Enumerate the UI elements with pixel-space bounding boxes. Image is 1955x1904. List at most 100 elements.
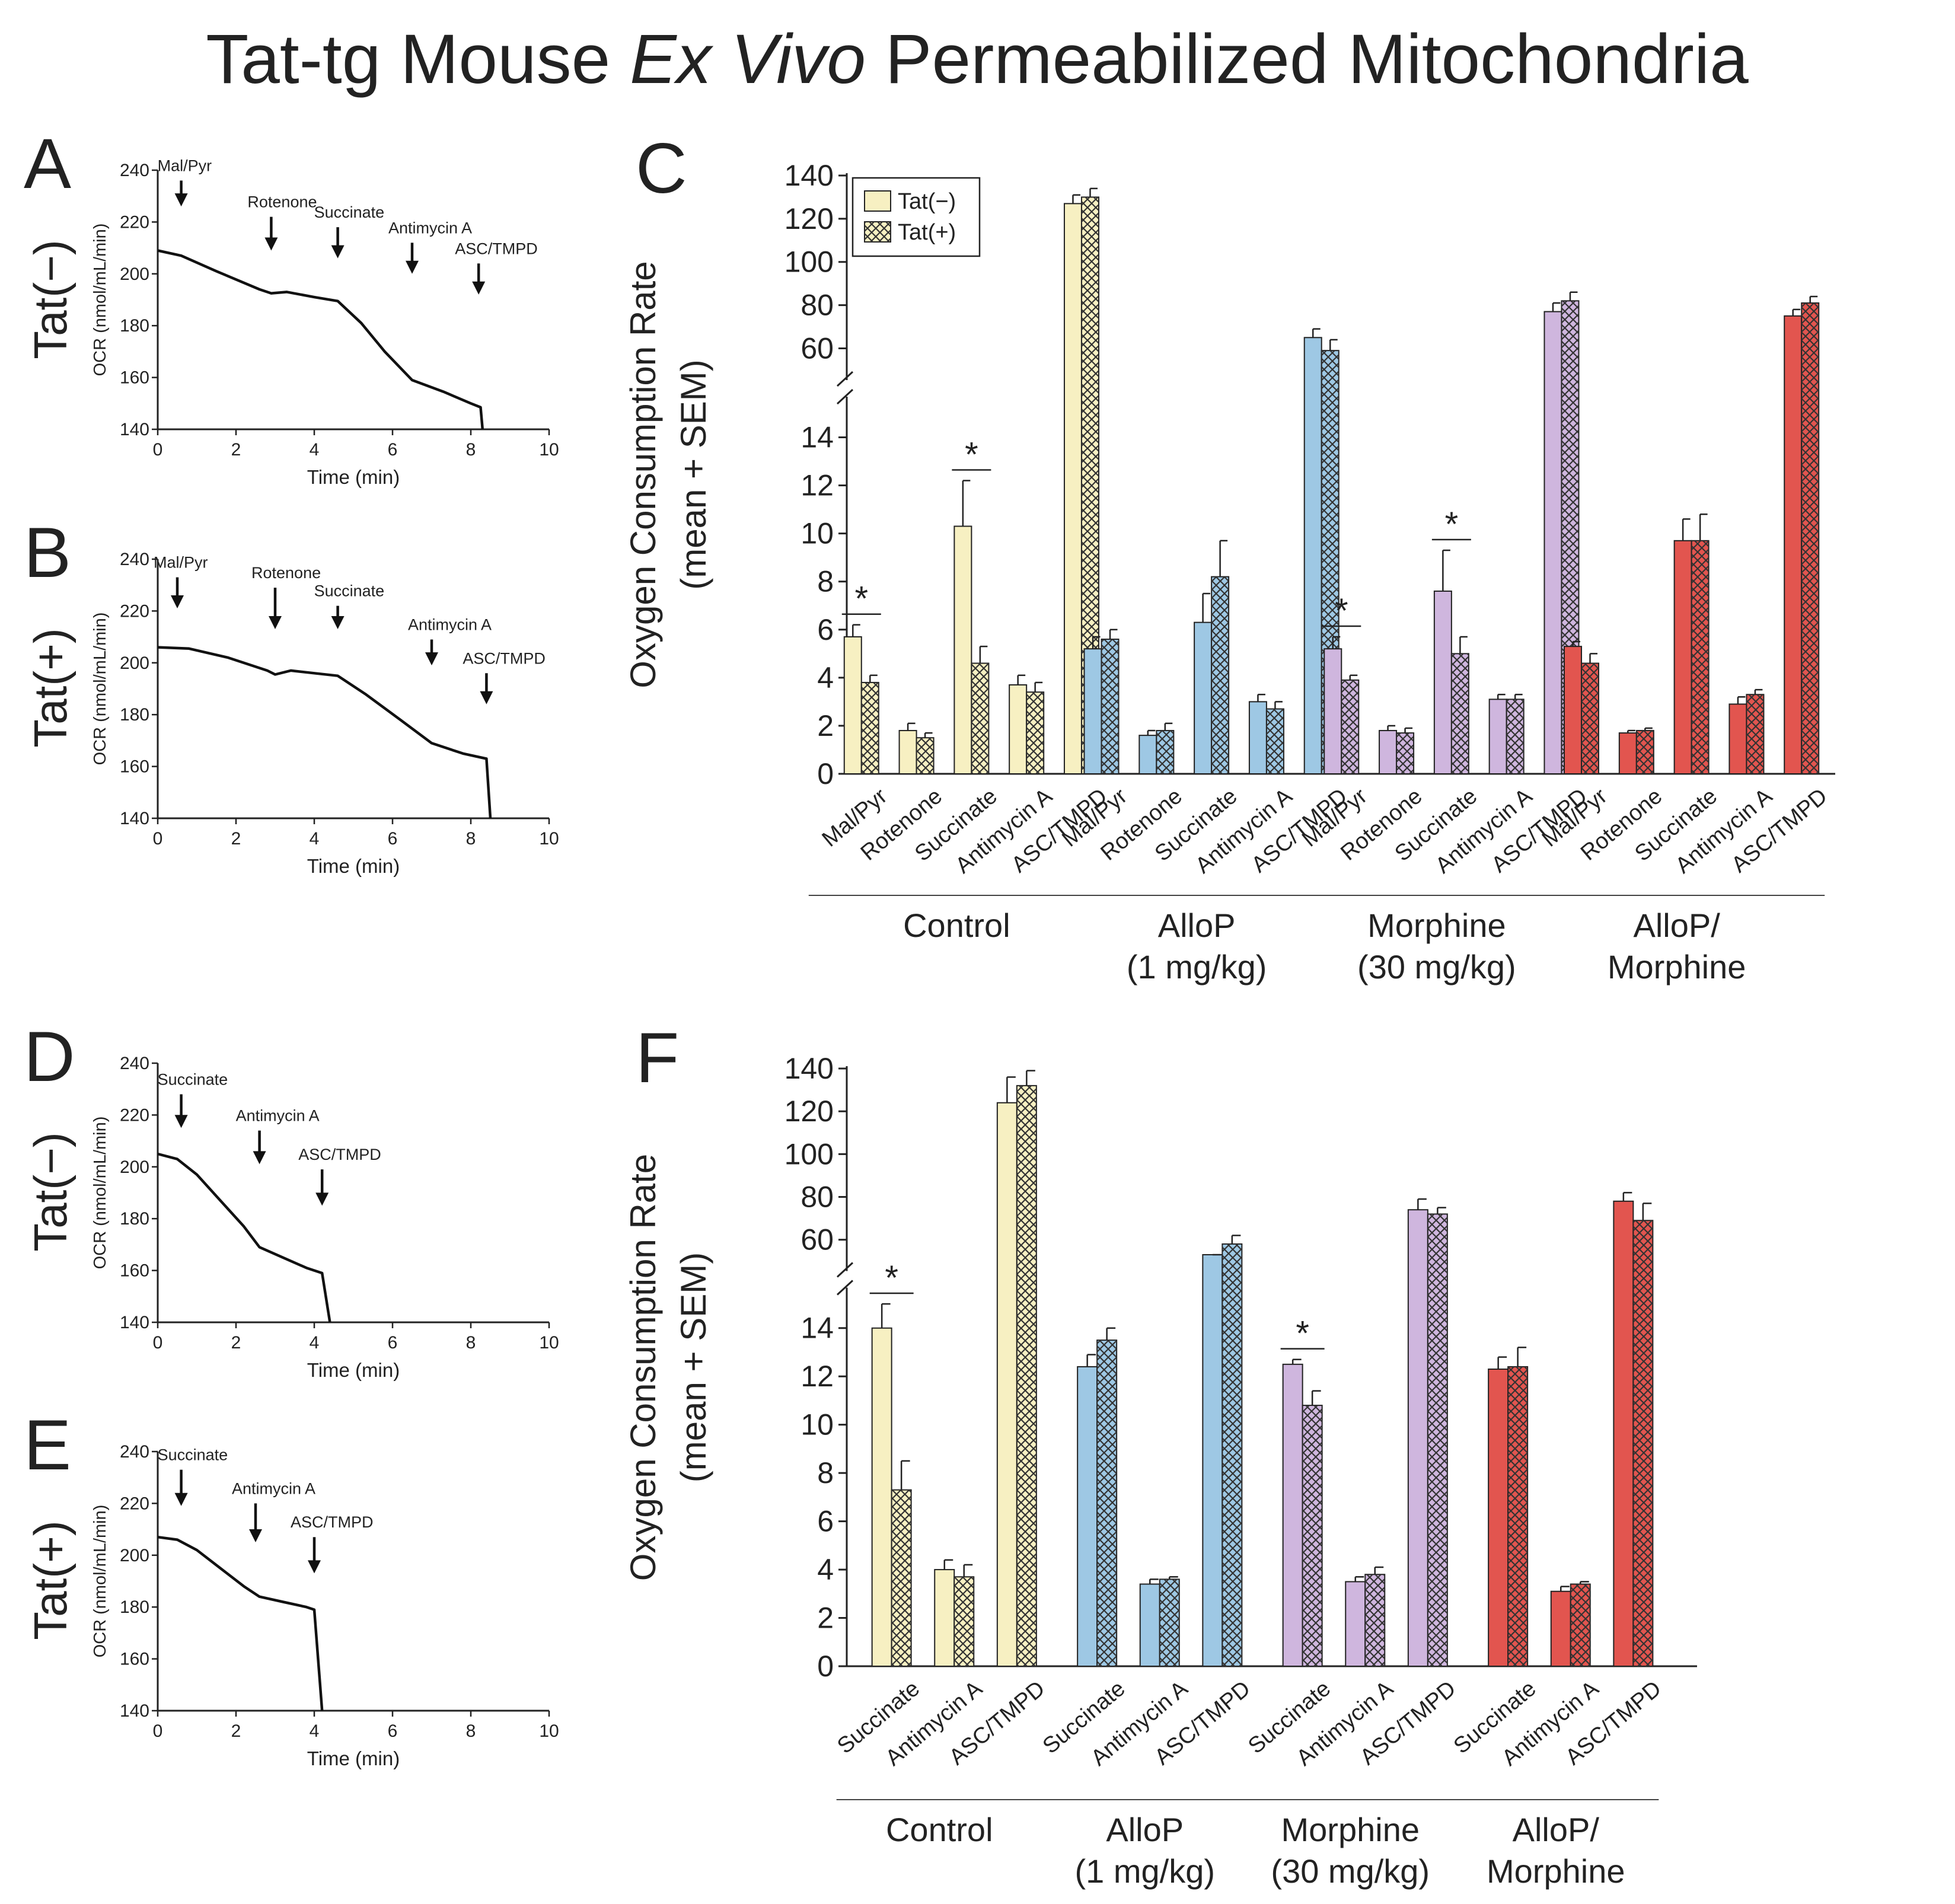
bar-tat-minus: [1433, 590, 1452, 774]
y-tick-label: 140: [120, 1313, 149, 1332]
y-tick-label: 200: [120, 1157, 149, 1177]
y-tick-label: 120: [784, 1095, 834, 1128]
y-tick-label: 180: [120, 1209, 149, 1229]
bar-tat-minus: [1077, 1366, 1098, 1667]
bar-tat-minus: [1202, 1254, 1223, 1667]
addition-arrow-head: [308, 1560, 321, 1574]
y-tick-label: 6: [817, 1505, 834, 1538]
bar-tat-minus: [1063, 203, 1082, 775]
bar-hatch: [861, 682, 879, 774]
addition-label: Antimycin A: [236, 1107, 320, 1125]
addition-arrow-head: [269, 615, 282, 629]
y-axis-label: OCR (nmol/mL/min): [91, 1505, 110, 1658]
y-tick-label: 220: [120, 601, 149, 621]
group-label: AlloP: [1106, 1811, 1184, 1848]
x-tick-label: 0: [153, 829, 163, 849]
addition-label: ASC/TMPD: [291, 1513, 374, 1531]
title-italic: Ex Vivo: [630, 20, 866, 98]
bar-tat-minus: [871, 1327, 892, 1667]
bar-tat-minus: [1407, 1209, 1428, 1667]
x-tick-label: 6: [388, 1721, 398, 1741]
bar-tat-minus: [1618, 732, 1637, 775]
bar-hatch: [1016, 1085, 1036, 1666]
y-tick-label: 220: [120, 212, 149, 232]
group-label: AlloP/: [1633, 907, 1720, 944]
y-tick-label: 2: [817, 1602, 834, 1635]
y-tick-label: 240: [120, 161, 149, 180]
addition-arrow-head: [174, 1492, 188, 1506]
significance-star: *: [1335, 592, 1348, 630]
addition-label: Antimycin A: [388, 219, 472, 237]
panel-f-bar-chart: F Oxygen Consumption Rate (mean + SEM) 0 2 4 6…: [623, 1018, 1697, 1890]
bar-tat-minus: [1139, 1583, 1160, 1667]
bar-tat-minus: [1194, 621, 1213, 775]
y-tick-label: 140: [120, 420, 149, 439]
bar-hatch: [1636, 731, 1654, 774]
y-tick-label: 180: [120, 705, 149, 725]
y-tick-label: 160: [120, 757, 149, 777]
y-tick-label: 2: [817, 709, 834, 742]
x-axis-label: Time (min): [307, 855, 400, 877]
bar-hatch: [971, 663, 989, 774]
bar-hatch: [1159, 1579, 1179, 1666]
bar-tat-minus: [843, 636, 862, 774]
y-axis-label: OCR (nmol/mL/min): [91, 1117, 110, 1270]
panel-letter: B: [24, 513, 71, 592]
y-axis-label-sub: (mean + SEM): [674, 1252, 713, 1482]
y-tick-label: 200: [120, 1546, 149, 1565]
bar-hatch: [1341, 680, 1359, 774]
y-tick-label: 8: [817, 1456, 834, 1490]
addition-label: Rotenone: [247, 193, 317, 211]
bar-hatch: [1101, 639, 1119, 774]
ocr-trace-line: [157, 1152, 331, 1323]
addition-arrow-head: [315, 1192, 329, 1206]
panel-letter: E: [24, 1405, 71, 1485]
panel-b-trace: B Tat(+) OCR (nmol/mL/min) 140 160 180 200 220 2…: [24, 513, 559, 877]
bar-tat-minus: [1728, 703, 1747, 775]
ocr-trace-line: [157, 646, 492, 819]
bar-tat-minus: [1784, 315, 1803, 774]
group-sublabel: Morphine: [1487, 1852, 1625, 1890]
x-tick-label: 8: [466, 1721, 476, 1741]
panel-letter: A: [24, 124, 71, 203]
addition-label: ASC/TMPD: [463, 649, 546, 667]
addition-label: Antimycin A: [232, 1479, 315, 1497]
x-tick-label: 10: [539, 440, 559, 460]
y-axis-label-sub: (mean + SEM): [674, 359, 713, 589]
y-axis-label: Oxygen Consumption Rate: [623, 261, 663, 688]
addition-arrow-head: [249, 1529, 262, 1542]
panel-letter: D: [24, 1017, 75, 1096]
bar-hatch: [1746, 694, 1764, 774]
group-sublabel: (1 mg/kg): [1075, 1852, 1216, 1890]
y-tick-label: 160: [120, 1650, 149, 1669]
bar-hatch: [1801, 302, 1819, 774]
bar-tat-minus: [1009, 684, 1028, 774]
y-tick-label: 220: [120, 1105, 149, 1125]
bar-hatch: [1156, 731, 1174, 774]
x-tick-label: 2: [231, 1333, 241, 1353]
row-label: Tat(+): [24, 1520, 76, 1640]
title-prefix: Tat-tg Mouse: [206, 20, 630, 98]
addition-label: ASC/TMPD: [455, 240, 538, 257]
addition-arrow-head: [480, 691, 493, 704]
axis-break-mark: [836, 1262, 854, 1278]
bar-tat-minus: [953, 525, 972, 774]
group-label: Control: [886, 1811, 993, 1848]
x-tick-label: 4: [310, 1721, 320, 1741]
bar-hatch: [891, 1490, 911, 1666]
row-label: Tat(−): [24, 240, 76, 359]
axis-break-mark: [836, 388, 854, 405]
y-axis-label: OCR (nmol/mL/min): [91, 224, 110, 377]
bar-hatch: [1570, 1584, 1590, 1666]
y-tick-label: 12: [801, 469, 834, 502]
x-tick-label: 0: [153, 1333, 163, 1353]
y-tick-label: 6: [817, 613, 834, 646]
panel-letter: C: [636, 129, 687, 208]
y-tick-label: 160: [120, 368, 149, 388]
bar-tat-minus: [1323, 648, 1342, 775]
bar-tat-minus: [1303, 337, 1322, 774]
significance-star: *: [1445, 505, 1459, 544]
bar-hatch: [1427, 1214, 1447, 1666]
y-tick-label: 140: [120, 1701, 149, 1721]
y-tick-label: 4: [817, 1553, 834, 1586]
